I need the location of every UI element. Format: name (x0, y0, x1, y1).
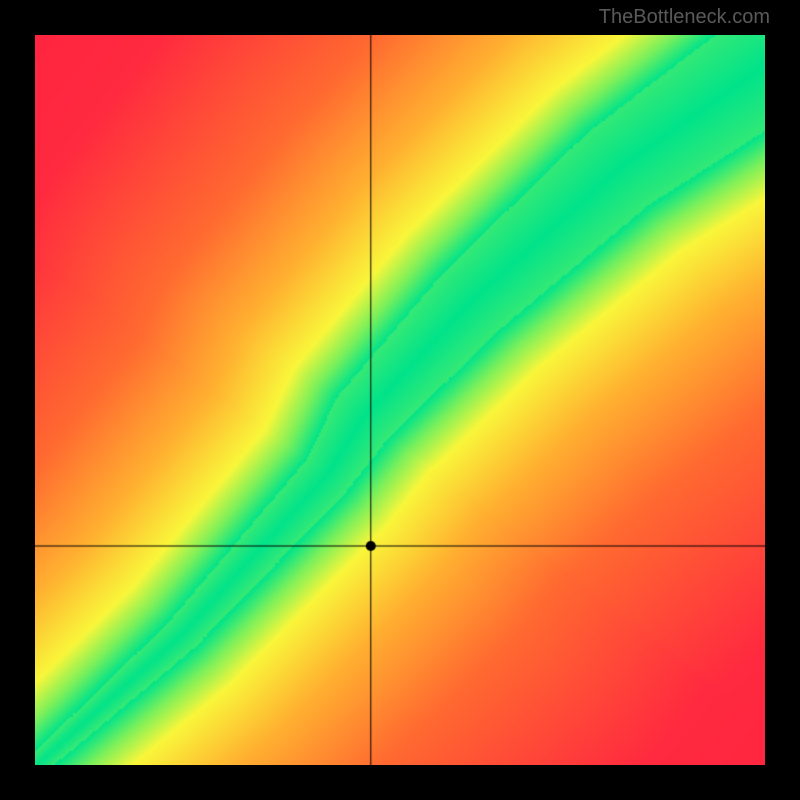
heatmap-canvas (35, 35, 765, 765)
chart-container: TheBottleneck.com (0, 0, 800, 800)
heatmap-plot (35, 35, 765, 765)
watermark-text: TheBottleneck.com (599, 6, 770, 29)
